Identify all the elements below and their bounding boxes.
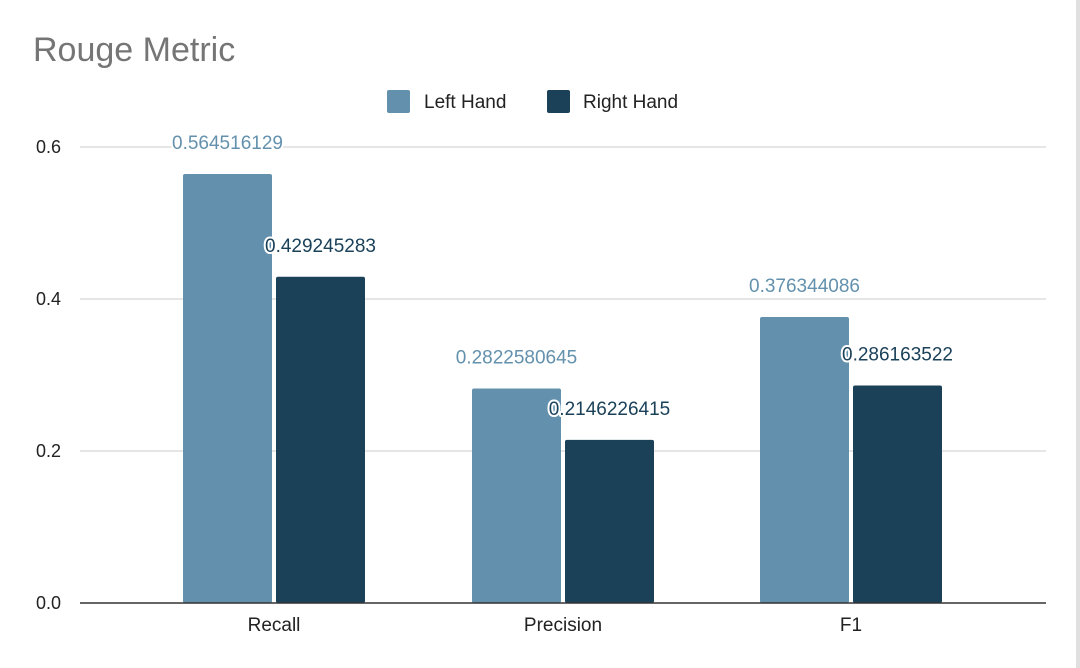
y-tick-label: 0.2	[36, 441, 61, 461]
data-label: 0.429245283	[265, 236, 376, 257]
data-labels: 0.564516129 0.2822580645 0.376344086 0.4292…	[170, 131, 955, 422]
legend: Left Hand Right Hand	[387, 90, 678, 113]
bar-right-hand-recall	[276, 276, 365, 603]
bar-right-hand-precision	[565, 439, 654, 603]
legend-swatch	[547, 90, 570, 113]
x-tick-label: Recall	[248, 615, 301, 636]
legend-swatch	[387, 90, 410, 113]
chart-title: Rouge Metric	[33, 31, 235, 69]
bar-right-hand-f1	[853, 385, 942, 603]
x-tick-label: Precision	[524, 615, 602, 636]
x-tick-label: F1	[840, 615, 862, 636]
y-axis: 0.0 0.2 0.4 0.6	[36, 137, 61, 613]
y-tick-label: 0.6	[36, 137, 61, 157]
bar-left-hand-precision	[472, 388, 561, 603]
data-label: 0.2822580645	[456, 347, 578, 368]
data-label: 0.376344086	[749, 276, 860, 297]
bar-left-hand-f1	[760, 316, 849, 603]
legend-label: Right Hand	[583, 92, 678, 113]
data-label: 0.286163522	[842, 345, 953, 366]
legend-label: Left Hand	[424, 92, 506, 113]
y-tick-label: 0.0	[36, 593, 61, 613]
bars	[183, 173, 942, 603]
data-label: 0.2146226415	[549, 399, 671, 420]
data-label: 0.564516129	[172, 133, 283, 154]
y-tick-label: 0.4	[36, 289, 61, 309]
x-axis: Recall Precision F1	[80, 602, 1046, 636]
bar-left-hand-recall	[183, 173, 272, 603]
